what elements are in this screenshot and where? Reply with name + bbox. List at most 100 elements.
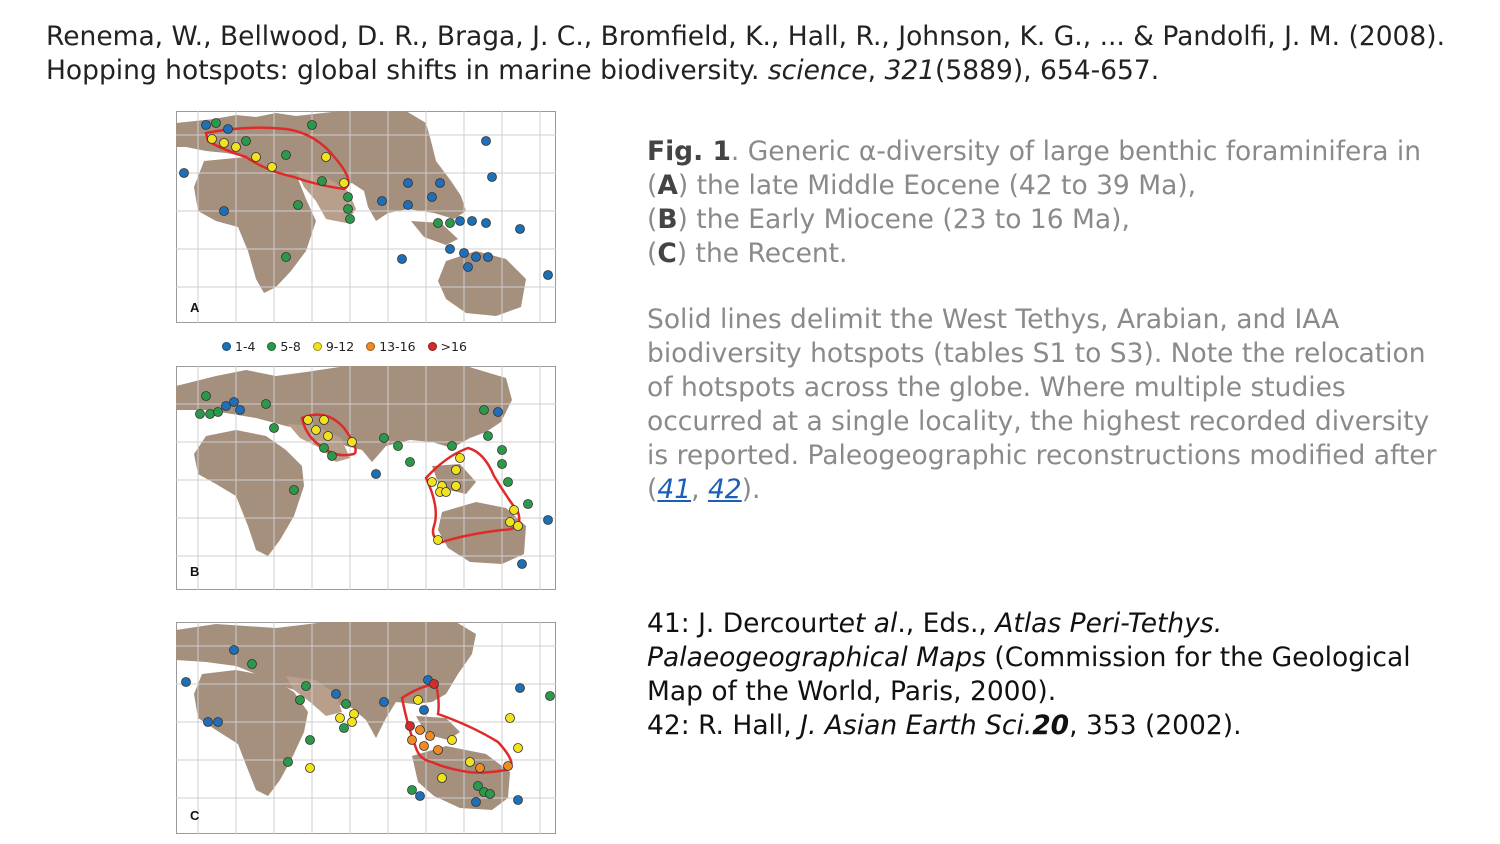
site-dot <box>379 697 389 707</box>
legend-label: 9-12 <box>325 338 355 354</box>
legend-dot-icon <box>366 341 376 351</box>
site-dot <box>455 453 465 463</box>
site-dot <box>441 487 451 497</box>
site-dot <box>203 717 213 727</box>
site-dot <box>319 443 329 453</box>
legend-item: 13-16 <box>366 338 416 354</box>
site-dot <box>251 152 261 162</box>
site-dot <box>483 252 493 262</box>
caption-b-text: ) the Early Miocene (23 to 16 Ma), <box>677 204 1130 235</box>
site-dot <box>523 499 533 509</box>
africa-shape <box>194 670 308 796</box>
site-dot <box>545 691 555 701</box>
site-dot <box>445 244 455 254</box>
site-dot <box>517 559 527 569</box>
site-dot <box>433 218 443 228</box>
citation: Renema, W., Bellwood, D. R., Braga, J. C… <box>46 21 1446 86</box>
site-dot <box>219 206 229 216</box>
ref-42-volume: 20 <box>1032 710 1070 741</box>
site-dot <box>331 689 341 699</box>
site-dot <box>465 757 475 767</box>
ref-41-link[interactable]: 41 <box>657 474 692 505</box>
site-dot <box>397 254 407 264</box>
site-dot <box>317 176 327 186</box>
site-dot <box>435 178 445 188</box>
site-dot <box>341 699 351 709</box>
citation-pages: 654-657. <box>1040 55 1160 86</box>
site-dot <box>207 134 217 144</box>
site-dot <box>427 192 437 202</box>
site-dot <box>463 262 473 272</box>
site-dot <box>343 192 353 202</box>
site-dot <box>415 791 425 801</box>
site-dot <box>471 797 481 807</box>
ref-42-journal: J. Asian Earth Sci. <box>800 710 1033 741</box>
arabia-shape <box>296 171 356 223</box>
site-dot <box>481 136 491 146</box>
site-dot <box>513 743 523 753</box>
site-dot <box>339 723 349 733</box>
map-panel-c: C <box>176 622 556 834</box>
panel-label-a: A <box>190 300 200 315</box>
site-dot <box>347 437 357 447</box>
site-dot <box>195 409 205 419</box>
site-dot <box>437 773 447 783</box>
legend-dot-icon <box>267 341 277 351</box>
site-dot <box>515 683 525 693</box>
site-dot <box>483 431 493 441</box>
caption-b-letter: B <box>657 204 678 235</box>
site-dot <box>319 415 329 425</box>
site-dot <box>505 517 515 527</box>
caption-body: Solid lines delimit the West Tethys, Ara… <box>647 304 1437 471</box>
site-dot <box>445 218 455 228</box>
legend-dot-icon <box>427 341 437 351</box>
site-dot <box>413 695 423 705</box>
site-dot <box>481 218 491 228</box>
site-dot <box>229 397 239 407</box>
site-dot <box>349 709 359 719</box>
references: 41: J. Dercourtet al., Eds., Atlas Peri-… <box>647 607 1467 743</box>
site-dot <box>427 477 437 487</box>
site-dot <box>407 735 417 745</box>
site-dot <box>347 717 357 727</box>
site-dot <box>235 405 245 415</box>
site-dot <box>433 745 443 755</box>
ref-41-title: Atlas Peri-Tethys. Palaeogeographical Ma… <box>647 608 1223 673</box>
site-dot <box>323 431 333 441</box>
site-dot <box>485 789 495 799</box>
site-dot <box>281 150 291 160</box>
site-dot <box>425 731 435 741</box>
site-dot <box>181 677 191 687</box>
ref-41-eds: ., Eds., <box>897 608 987 639</box>
site-dot <box>231 142 241 152</box>
site-dot <box>505 713 515 723</box>
legend-label: 13-16 <box>379 338 416 354</box>
citation-title: Hopping hotspots: global shifts in marin… <box>46 55 760 86</box>
site-dot <box>419 741 429 751</box>
west-tethys-hotspot <box>204 126 350 191</box>
site-dot <box>487 172 497 182</box>
site-dot <box>405 721 415 731</box>
site-dot <box>327 451 337 461</box>
site-dot <box>305 735 315 745</box>
site-dot <box>497 445 507 455</box>
site-dot <box>213 407 223 417</box>
caption-c-text: ) the Recent. <box>676 238 848 269</box>
site-dot <box>543 515 553 525</box>
ref-42-link[interactable]: 42 <box>707 474 742 505</box>
site-dot <box>261 399 271 409</box>
site-dot <box>289 485 299 495</box>
site-dot <box>307 120 317 130</box>
site-dot <box>269 423 279 433</box>
site-dot <box>473 781 483 791</box>
citation-journal: science <box>767 55 868 86</box>
site-dot <box>393 441 403 451</box>
island-shape <box>411 221 458 245</box>
site-dot <box>201 391 211 401</box>
site-dot <box>179 168 189 178</box>
map-panel-a: A <box>176 111 556 323</box>
ref-42-prefix: 42: R. Hall, <box>647 710 792 741</box>
site-dot <box>201 120 211 130</box>
site-dot <box>497 459 507 469</box>
site-dot <box>455 216 465 226</box>
